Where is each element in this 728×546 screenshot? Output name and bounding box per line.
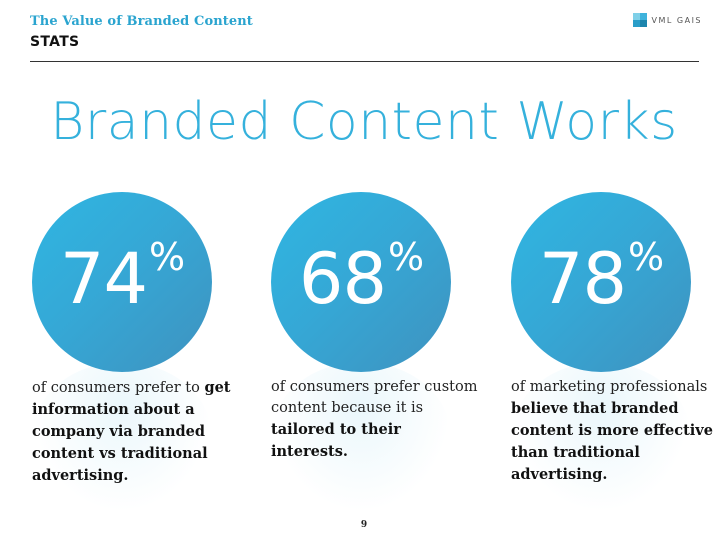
stat-caption: of consumers prefer custom content becau… [271, 377, 481, 463]
stat-unit: % [148, 235, 185, 279]
caption-text: of consumers prefer custom content becau… [271, 379, 478, 416]
logo-mark-icon [632, 13, 647, 27]
stat-unit: % [387, 235, 424, 279]
circle-reflection [32, 362, 212, 512]
stat-value: 74% [32, 238, 212, 314]
stat-number: 78 [538, 238, 627, 320]
header-divider [30, 61, 699, 62]
stat-number: 68 [298, 238, 387, 320]
caption-text: of marketing professionals [511, 379, 708, 395]
stat-caption: of marketing professionals believe that … [511, 377, 721, 486]
stat-circle: 68% [271, 192, 451, 372]
caption-emphasis: get information about a company via bran… [32, 379, 231, 484]
page-number: 9 [360, 520, 368, 530]
stat-caption: of consumers prefer to get information a… [32, 377, 242, 487]
stat-circle: 78% [511, 192, 691, 372]
section-title: STATS [30, 34, 80, 50]
caption-emphasis: believe [511, 400, 569, 417]
stat-number: 74 [59, 238, 148, 320]
caption-emphasis: tailored to their interests. [271, 421, 401, 460]
document-kicker: The Value of Branded Content [30, 14, 253, 29]
circle-reflection [511, 362, 691, 512]
stat-unit: % [627, 235, 664, 279]
logo-text: VML GAIS [651, 15, 702, 25]
caption-emphasis: that branded content is more effective t… [511, 400, 713, 483]
brand-logo: VML GAIS [632, 13, 702, 27]
stat-value: 78% [511, 238, 691, 314]
stat-circle: 74% [32, 192, 212, 372]
caption-text: of consumers prefer to [32, 380, 205, 396]
page-headline: Branded Content Works [50, 92, 678, 152]
circle-reflection [271, 362, 451, 512]
stat-value: 68% [271, 238, 451, 314]
